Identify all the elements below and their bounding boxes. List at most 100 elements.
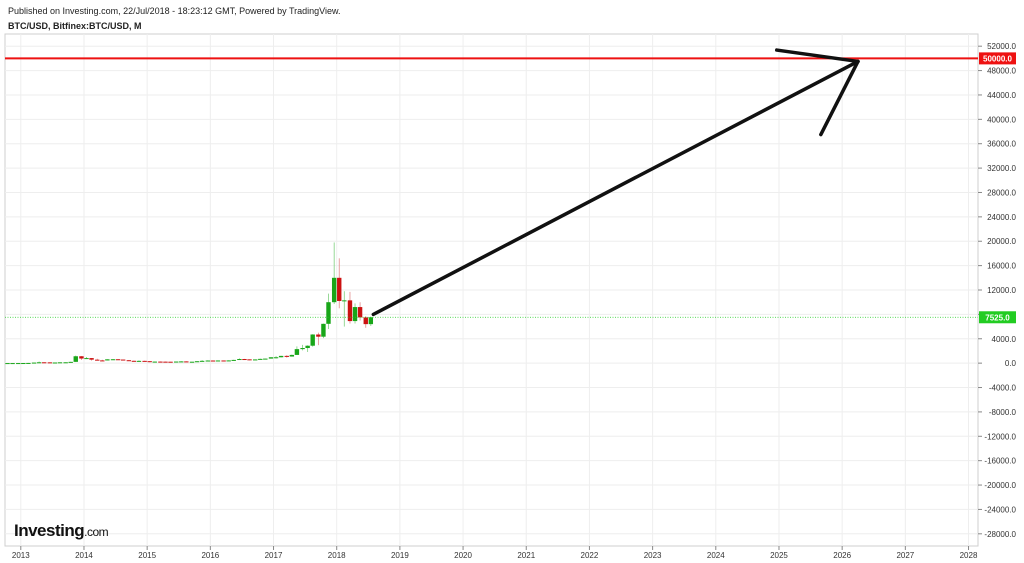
candle-body [347,300,353,322]
published-info: Published on Investing.com, 22/Jul/2018 … [8,6,341,16]
candle-body [352,307,358,322]
candle-body [100,360,105,362]
candle-body [136,360,142,362]
candle-body [237,359,242,361]
y-tick-label: 40000.0 [987,115,1016,124]
x-tick-label: 2024 [707,551,725,560]
y-tick-label: -12000.0 [984,432,1016,441]
candle-body [205,360,211,362]
y-tick-label: 24000.0 [987,213,1016,222]
symbol-title: BTC/USD, Bitfinex:BTC/USD, M [8,21,142,31]
candle-body [263,358,268,360]
candle-body [242,359,247,361]
current-price-badge [979,311,1016,324]
candle-body [184,361,189,363]
candle-body [342,300,347,302]
y-tick-label: 20000.0 [987,237,1016,246]
candle-body [89,358,94,360]
candle-body [41,362,47,364]
y-tick-label: -28000.0 [984,530,1016,539]
candle-body [31,362,37,364]
y-tick-label: 4000.0 [992,335,1017,344]
candle-body [5,363,10,365]
candle-body [120,359,126,361]
candle-body [95,359,100,361]
y-tick-label: 44000.0 [987,91,1016,100]
y-tick-label: 52000.0 [987,42,1016,51]
candle-body [68,361,73,363]
chart-grid [4,33,979,547]
y-tick-label: 12000.0 [987,286,1016,295]
arrow-shaft [371,59,860,317]
candle-body [168,361,173,363]
candle-body [115,359,121,361]
x-tick-label: 2019 [391,551,409,560]
x-tick-label: 2023 [644,551,662,560]
candle-body [163,361,168,363]
candle-body [294,349,300,355]
candle-body [73,356,78,362]
candle-body [194,361,200,363]
x-tick-label: 2015 [138,551,156,560]
target-badge [979,52,1016,65]
x-tick-label: 2025 [770,551,788,560]
candle-body [316,334,321,337]
candle-body [126,360,132,362]
candle-body [221,360,226,362]
x-tick-label: 2022 [581,551,599,560]
x-tick-label: 2017 [265,551,283,560]
arrow-head-stroke [774,48,860,64]
candle-body [305,345,310,349]
candle-body [179,361,184,363]
x-tick-label: 2021 [517,551,535,560]
candle-body [300,348,305,350]
y-tick-label: -16000.0 [984,457,1016,466]
x-tick-label: 2013 [12,551,30,560]
candle-body [321,323,326,337]
candle-body [199,360,205,362]
candle-body [273,357,279,359]
candle-body [21,363,26,365]
candle-body [258,358,263,360]
candle-body [131,360,137,362]
arrow-head-stroke [819,59,860,137]
x-axis: 2013 2014 2015 2016 2017 2018 2019 2020 2021 2022… [12,546,978,560]
y-tick-label: -20000.0 [984,481,1016,490]
x-tick-label: 2016 [201,551,219,560]
current-price-label: 7525.0 [985,313,1010,322]
y-tick-label: -4000.0 [989,384,1017,393]
y-tick-label: 16000.0 [987,262,1016,271]
candle-body [337,277,342,301]
candle-body [357,307,363,318]
x-tick-label: 2014 [75,551,93,560]
candle-body [158,361,163,363]
candle-body [284,355,289,357]
x-tick-label: 2027 [896,551,914,560]
candle-body [110,359,116,361]
candle-body [189,361,195,363]
candle-body [268,357,274,359]
y-tick-label: 36000.0 [987,140,1016,149]
y-tick-label: 48000.0 [987,67,1016,76]
candle-body [105,359,110,361]
x-tick-label: 2026 [833,551,851,560]
candle-body [63,362,68,364]
candle-body [10,363,15,365]
y-tick-label: 0.0 [1005,359,1017,368]
candle-body [253,359,258,361]
logo-text: Investing [14,521,85,540]
logo-suffix: .com [84,525,109,539]
candle-body [247,359,252,361]
candle-body [84,358,89,360]
candle-body [52,362,58,364]
x-tick-label: 2018 [328,551,346,560]
candle-body [79,356,84,359]
candle-body [36,362,42,364]
candle-body [331,277,337,303]
candle-body [152,361,157,363]
y-axis: 52000.0 48000.0 44000.0 40000.0 36000.0 32000… [978,42,1017,539]
candle-body [289,354,295,357]
candle-body [210,360,216,362]
y-tick-label: -8000.0 [989,408,1017,417]
